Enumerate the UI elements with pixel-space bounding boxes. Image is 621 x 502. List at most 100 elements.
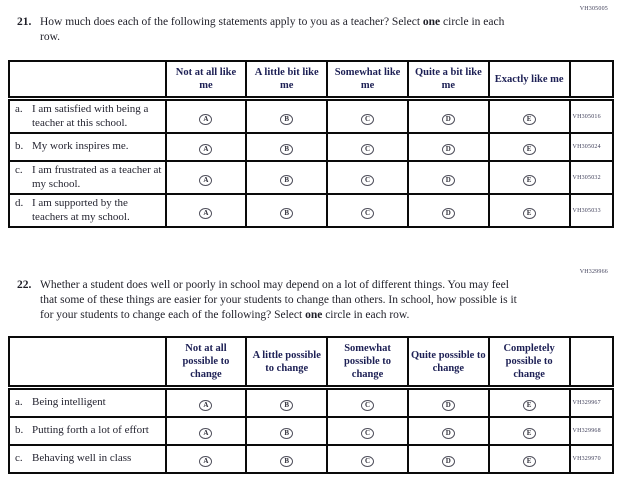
answer-circle-a[interactable]: A [199, 207, 213, 219]
answer-circle-e[interactable]: E [522, 456, 536, 467]
answer-circle-d[interactable]: D [441, 428, 455, 439]
answer-cell: A [164, 132, 248, 162]
row-label-cell: c. Behaving well in class [8, 444, 167, 474]
q21-header-a-little-bit: A little bit like me [245, 60, 329, 101]
item-code: VH305016 [568, 97, 615, 134]
q22-header-completely: Completely possible to change [487, 336, 571, 390]
item-code: VH305033 [568, 193, 615, 228]
answer-circle-b[interactable]: B [280, 207, 294, 219]
answer-circle-d[interactable]: D [441, 174, 455, 186]
q22-header-row: Not at all possible to change A little p… [8, 336, 615, 390]
answer-cell: B [245, 386, 329, 418]
table-row: d. I am supported by the teachers at my s… [8, 193, 615, 228]
row-label: Being intelligent [32, 396, 106, 409]
answer-cell: B [245, 160, 329, 195]
answer-cell: D [406, 132, 490, 162]
answer-circle-b[interactable]: B [280, 113, 294, 125]
answer-cell: C [326, 193, 409, 228]
answer-cell: A [164, 97, 248, 134]
question-21-text-prefix: How much does each of the following stat… [40, 16, 423, 28]
q22-header-code-empty [568, 336, 615, 390]
answer-circle-b[interactable]: B [280, 456, 294, 467]
question-22-text: Whether a student does well or poorly in… [40, 278, 518, 323]
answer-cell: C [326, 132, 409, 162]
q21-response-table: Not at all like me A little bit like me … [8, 60, 615, 228]
answer-circle-e[interactable]: E [522, 144, 536, 155]
table-row: b. Putting forth a lot of effort A B C D … [8, 416, 615, 446]
answer-circle-c[interactable]: C [361, 174, 375, 186]
answer-circle-d[interactable]: D [441, 144, 455, 155]
answer-circle-b[interactable]: B [280, 400, 294, 411]
answer-circle-c[interactable]: C [361, 456, 375, 467]
answer-cell: B [245, 97, 329, 134]
answer-circle-a[interactable]: A [199, 456, 213, 467]
answer-cell: B [245, 132, 329, 162]
table-row: a. Being intelligent A B C D E VH329967 [8, 386, 615, 418]
table-row: c. I am frustrated as a teacher at my sch… [8, 160, 615, 195]
answer-circle-c[interactable]: C [361, 113, 375, 125]
row-letter: d. [15, 197, 24, 209]
answer-circle-a[interactable]: A [199, 144, 213, 155]
question-21-text: How much does each of the following stat… [40, 15, 518, 45]
item-code: VH329970 [568, 444, 615, 474]
answer-circle-e[interactable]: E [522, 400, 536, 411]
q22-header-not-at-all: Not at all possible to change [164, 336, 248, 390]
answer-cell: A [164, 416, 248, 446]
q21-header-row: Not at all like me A little bit like me … [8, 60, 615, 101]
row-label: I am satisfied with being a teacher at t… [32, 103, 149, 129]
answer-circle-b[interactable]: B [280, 174, 294, 186]
row-letter: a. [15, 396, 23, 409]
answer-circle-c[interactable]: C [361, 428, 375, 439]
answer-circle-e[interactable]: E [522, 174, 536, 186]
answer-cell: D [406, 386, 490, 418]
answer-cell: C [326, 97, 409, 134]
answer-cell: D [406, 416, 490, 446]
answer-cell: E [487, 416, 571, 446]
answer-circle-d[interactable]: D [441, 456, 455, 467]
question-22: 22. Whether a student does well or poorl… [0, 278, 621, 323]
row-letter: b. [15, 140, 24, 153]
q22-response-table: Not at all possible to change A little p… [8, 336, 615, 474]
row-label-cell: a. I am satisfied with being a teacher at… [8, 97, 167, 134]
answer-circle-a[interactable]: A [199, 174, 213, 186]
question-22-number: 22. [17, 279, 32, 291]
question-22-bold-word: one [305, 309, 323, 321]
row-label-cell: d. I am supported by the teachers at my s… [8, 193, 167, 228]
answer-circle-e[interactable]: E [522, 428, 536, 439]
answer-cell: C [326, 160, 409, 195]
table-row: a. I am satisfied with being a teacher at… [8, 97, 615, 134]
answer-circle-c[interactable]: C [361, 207, 375, 219]
question-21-number: 21. [17, 16, 32, 28]
answer-circle-a[interactable]: A [199, 113, 213, 125]
answer-circle-c[interactable]: C [361, 400, 375, 411]
item-code: VH329968 [568, 416, 615, 446]
answer-cell: E [487, 132, 571, 162]
answer-cell: E [487, 160, 571, 195]
answer-circle-d[interactable]: D [441, 207, 455, 219]
row-label-cell: b. Putting forth a lot of effort [8, 416, 167, 446]
answer-circle-e[interactable]: E [522, 207, 536, 219]
answer-circle-a[interactable]: A [199, 400, 213, 411]
question-21-accession-code: VH305005 [579, 6, 608, 12]
answer-circle-b[interactable]: B [280, 428, 294, 439]
answer-circle-a[interactable]: A [199, 428, 213, 439]
answer-cell: C [326, 444, 409, 474]
answer-cell: A [164, 386, 248, 418]
answer-cell: E [487, 444, 571, 474]
answer-circle-b[interactable]: B [280, 144, 294, 155]
question-22-text-prefix: Whether a student does well or poorly in… [40, 279, 517, 321]
answer-cell: D [406, 444, 490, 474]
answer-cell: E [487, 386, 571, 418]
item-code: VH305032 [568, 160, 615, 195]
answer-circle-d[interactable]: D [441, 400, 455, 411]
q21-header-exactly-like: Exactly like me [487, 60, 571, 101]
answer-circle-d[interactable]: D [441, 113, 455, 125]
answer-circle-c[interactable]: C [361, 144, 375, 155]
q22-header-quite: Quite possible to change [406, 336, 490, 390]
answer-circle-e[interactable]: E [522, 113, 536, 125]
row-label-cell: c. I am frustrated as a teacher at my sch… [8, 160, 167, 195]
question-21-bold-word: one [422, 16, 441, 28]
item-code: VH305024 [568, 132, 615, 162]
answer-cell: C [326, 386, 409, 418]
q22-header-a-little: A little possible to change [245, 336, 329, 390]
